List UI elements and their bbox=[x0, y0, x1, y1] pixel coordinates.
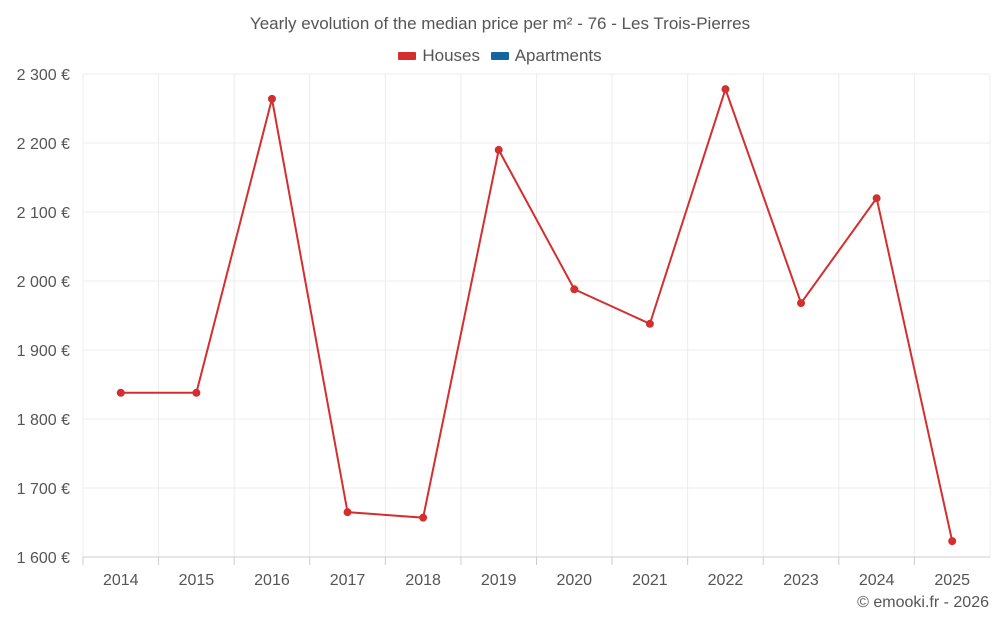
x-tick-label: 2014 bbox=[103, 572, 139, 589]
y-tick-label: 2 300 € bbox=[17, 67, 70, 84]
data-point[interactable] bbox=[343, 508, 352, 517]
y-tick-label: 1 600 € bbox=[17, 550, 70, 567]
y-tick-label: 2 000 € bbox=[17, 274, 70, 291]
chart-title: Yearly evolution of the median price per… bbox=[249, 14, 751, 33]
legend-item-apartments[interactable]: Apartments bbox=[490, 46, 602, 66]
series-line-houses bbox=[120, 86, 954, 542]
legend-swatch-apartments bbox=[490, 52, 509, 60]
legend-label-apartments: Apartments bbox=[514, 46, 602, 65]
y-tick-label: 2 200 € bbox=[17, 136, 70, 153]
x-tick-label: 2017 bbox=[330, 572, 366, 589]
data-point[interactable] bbox=[645, 319, 654, 328]
y-tick-label: 2 100 € bbox=[17, 205, 70, 222]
data-point[interactable] bbox=[267, 94, 276, 103]
x-tick-label: 2015 bbox=[179, 572, 215, 589]
legend-swatch-houses bbox=[398, 52, 417, 60]
y-tick-label: 1 900 € bbox=[17, 343, 70, 360]
data-point[interactable] bbox=[797, 299, 806, 308]
x-tick-label: 2025 bbox=[934, 572, 970, 589]
y-tick-label: 1 800 € bbox=[17, 412, 70, 429]
x-tick-label: 2021 bbox=[632, 572, 668, 589]
axes: 2 300 € 2 200 € 2 100 € 2 000 € 1 900 € 1 800… bbox=[17, 67, 970, 589]
data-point[interactable] bbox=[872, 194, 881, 203]
x-tick-label: 2018 bbox=[405, 572, 441, 589]
data-point[interactable] bbox=[494, 145, 503, 154]
legend: Houses Apartments bbox=[0, 45, 1000, 66]
data-point[interactable] bbox=[116, 388, 125, 397]
data-point[interactable] bbox=[948, 537, 957, 546]
credit-text: © emooki.fr - 2026 bbox=[857, 594, 989, 611]
x-tick-label: 2024 bbox=[859, 572, 895, 589]
x-tick-label: 2023 bbox=[783, 572, 819, 589]
x-tick-label: 2016 bbox=[254, 572, 290, 589]
data-point[interactable] bbox=[570, 285, 579, 294]
series-houses bbox=[116, 85, 957, 546]
legend-label-houses: Houses bbox=[422, 46, 480, 65]
legend-item-houses[interactable]: Houses bbox=[398, 46, 480, 66]
x-tick-label: 2020 bbox=[556, 572, 592, 589]
data-point[interactable] bbox=[721, 85, 730, 94]
data-point[interactable] bbox=[419, 513, 428, 522]
x-tick-label: 2022 bbox=[708, 572, 744, 589]
grid bbox=[82, 73, 991, 558]
y-tick-label: 1 700 € bbox=[17, 481, 70, 498]
x-tick-label: 2019 bbox=[481, 572, 517, 589]
data-point[interactable] bbox=[192, 388, 201, 397]
